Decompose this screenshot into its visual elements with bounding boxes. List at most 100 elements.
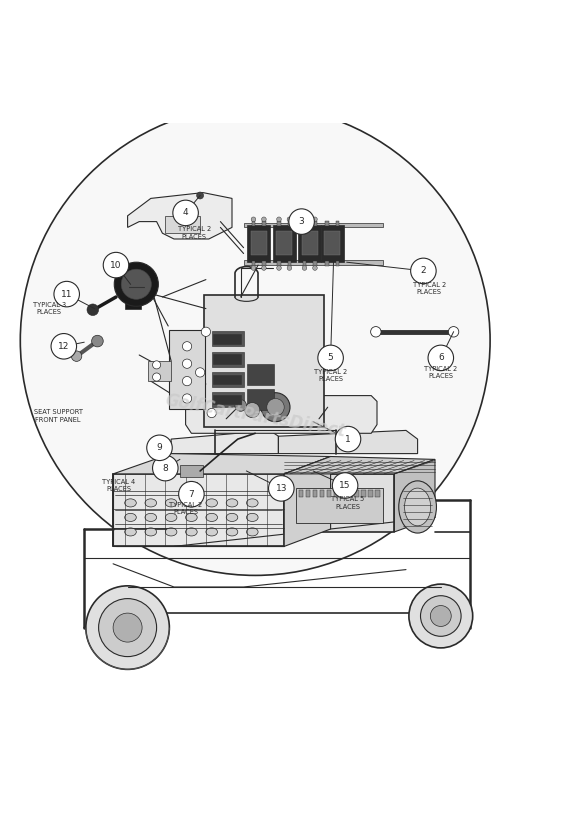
FancyBboxPatch shape (247, 225, 270, 262)
Text: SEAT SUPPORT
FRONT PANEL: SEAT SUPPORT FRONT PANEL (34, 409, 82, 423)
Circle shape (420, 596, 461, 636)
Bar (213, 395, 242, 406)
Circle shape (71, 351, 82, 362)
Ellipse shape (125, 499, 136, 507)
Circle shape (183, 377, 191, 386)
Text: 15: 15 (339, 481, 351, 490)
Bar (299, 490, 303, 497)
Bar (213, 354, 242, 365)
Bar (246, 363, 274, 385)
Bar (246, 389, 274, 410)
FancyBboxPatch shape (273, 225, 296, 262)
Circle shape (313, 217, 317, 221)
Ellipse shape (145, 499, 157, 507)
Ellipse shape (186, 528, 197, 536)
Circle shape (287, 217, 292, 221)
Circle shape (428, 345, 454, 371)
Bar (336, 261, 339, 266)
Bar (375, 490, 380, 497)
Bar (251, 231, 267, 255)
Bar (320, 490, 324, 497)
Ellipse shape (206, 528, 218, 536)
Circle shape (277, 217, 281, 221)
Ellipse shape (246, 528, 258, 536)
Bar (213, 375, 242, 385)
Circle shape (183, 394, 191, 403)
Bar (180, 465, 203, 477)
FancyBboxPatch shape (298, 225, 321, 262)
Bar (288, 221, 291, 226)
Polygon shape (186, 396, 377, 434)
Text: TYPICAL 4
PLACES: TYPICAL 4 PLACES (102, 479, 136, 492)
Bar (262, 221, 266, 226)
Circle shape (409, 584, 473, 648)
Text: TYPICAL 2
PLACES: TYPICAL 2 PLACES (169, 502, 202, 515)
Circle shape (261, 392, 290, 422)
Circle shape (318, 345, 343, 371)
Bar (252, 261, 255, 266)
Text: 5: 5 (328, 354, 334, 363)
Circle shape (201, 327, 211, 336)
Bar (212, 331, 244, 346)
Circle shape (153, 361, 161, 369)
Circle shape (51, 334, 77, 359)
Circle shape (251, 217, 256, 221)
Bar (313, 490, 317, 497)
Circle shape (121, 269, 151, 299)
Circle shape (113, 613, 142, 642)
Bar (354, 490, 359, 497)
Bar (212, 372, 244, 387)
Text: TYPICAL 2
PLACES: TYPICAL 2 PLACES (177, 226, 211, 240)
Circle shape (332, 472, 358, 498)
Bar (277, 221, 281, 226)
Polygon shape (284, 457, 435, 474)
Polygon shape (284, 457, 331, 547)
Circle shape (269, 476, 294, 501)
Bar (334, 490, 338, 497)
Circle shape (251, 266, 256, 270)
Text: 6: 6 (438, 354, 444, 363)
Bar (213, 335, 242, 344)
Circle shape (114, 262, 158, 306)
Circle shape (302, 217, 307, 221)
Ellipse shape (186, 513, 197, 521)
Text: TYPICAL 2
PLACES: TYPICAL 2 PLACES (314, 368, 347, 382)
Bar (325, 221, 329, 226)
Ellipse shape (398, 481, 436, 533)
Text: TYPICAL 3
PLACES: TYPICAL 3 PLACES (32, 301, 66, 316)
Ellipse shape (206, 499, 218, 507)
Circle shape (302, 266, 307, 270)
Circle shape (147, 435, 172, 461)
Polygon shape (165, 216, 200, 233)
Circle shape (92, 335, 103, 347)
Circle shape (262, 217, 266, 221)
Bar (306, 490, 310, 497)
Bar (276, 231, 292, 255)
Text: TYPICAL 2
PLACES: TYPICAL 2 PLACES (412, 282, 446, 295)
Text: 1: 1 (345, 434, 351, 444)
Ellipse shape (206, 513, 218, 521)
Text: 3: 3 (299, 217, 304, 226)
Bar (244, 260, 383, 265)
Circle shape (183, 342, 191, 351)
Ellipse shape (246, 513, 258, 521)
Circle shape (313, 266, 317, 270)
Bar (340, 490, 345, 497)
Circle shape (54, 282, 79, 307)
Text: 13: 13 (276, 484, 287, 493)
Bar (313, 221, 317, 226)
Circle shape (430, 605, 451, 626)
Bar (296, 488, 383, 523)
Circle shape (235, 400, 246, 411)
Bar (324, 231, 340, 255)
Ellipse shape (226, 513, 238, 521)
Text: 8: 8 (162, 463, 168, 472)
Polygon shape (148, 361, 171, 381)
Circle shape (20, 106, 490, 576)
Circle shape (173, 200, 198, 225)
Circle shape (277, 266, 281, 270)
Circle shape (262, 266, 266, 270)
Bar (303, 261, 306, 266)
Bar (327, 490, 331, 497)
Text: 2: 2 (420, 267, 426, 275)
